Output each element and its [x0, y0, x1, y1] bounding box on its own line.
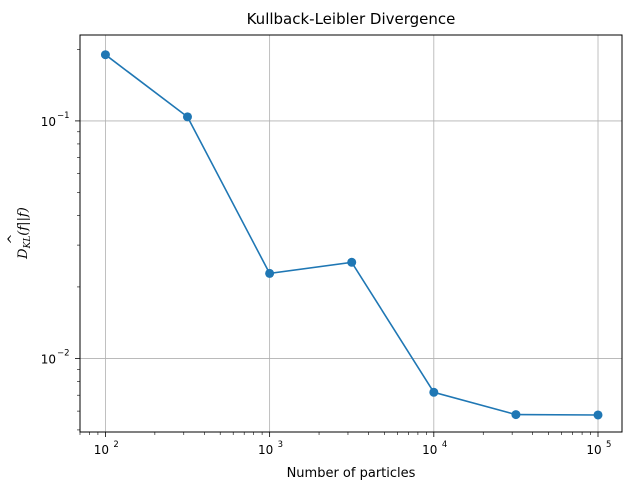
x-tick-label: 10 — [586, 443, 601, 457]
x-tick-label: 10 — [422, 443, 437, 457]
svg-text:DKL(f||f): DKL(f||f) — [16, 207, 33, 260]
y-tick-label: 10 — [41, 115, 56, 129]
x-tick-label: 10 — [258, 443, 273, 457]
data-point — [265, 268, 275, 278]
y-tick-label: 10 — [41, 352, 56, 366]
data-point — [593, 410, 603, 420]
data-point — [511, 410, 521, 420]
data-point — [347, 257, 357, 267]
svg-text:^: ^ — [6, 234, 21, 245]
y-axis-ticks: 10−110−2 — [41, 111, 80, 366]
x-axis-ticks: 10 2 10 3 10 4 10 5 — [94, 432, 611, 457]
data-point — [182, 112, 192, 122]
plot-frame — [79, 34, 623, 433]
x-tick-exponent: 4 — [442, 440, 447, 450]
chart-title: Kullback-Leibler Divergence — [247, 10, 456, 28]
y-tick-exponent: −2 — [57, 348, 70, 358]
y-axis-label: DKL(f||f) ^ — [6, 207, 33, 260]
x-tick-exponent: 2 — [113, 440, 118, 450]
x-tick-exponent: 3 — [278, 440, 283, 450]
y-tick-exponent: −1 — [57, 111, 70, 121]
x-tick-label: 10 — [94, 443, 109, 457]
data-point — [100, 50, 110, 60]
series-layer — [100, 50, 603, 420]
x-tick-exponent: 5 — [606, 440, 611, 450]
x-axis-label: Number of particles — [287, 466, 416, 481]
data-point — [429, 387, 439, 397]
grid — [80, 35, 622, 432]
